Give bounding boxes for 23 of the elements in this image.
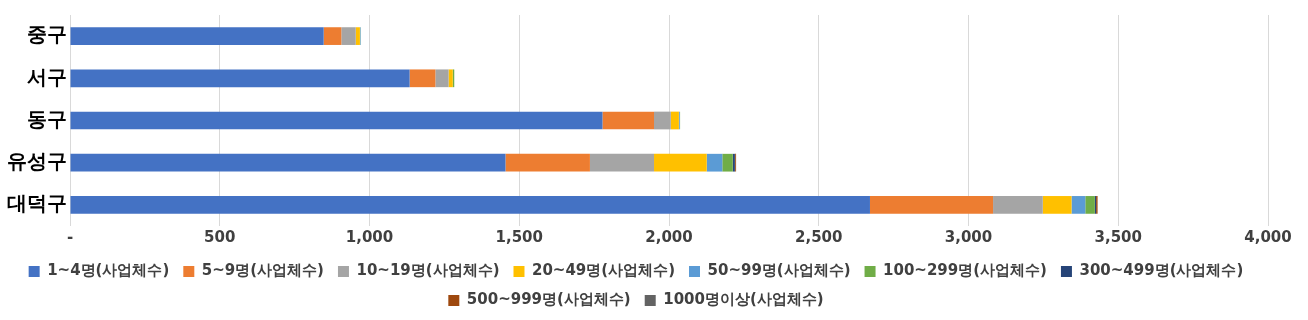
x-tick-label: -	[66, 227, 74, 246]
legend-label: 300~499명(사업체수)	[1079, 261, 1244, 280]
y-tick-label: 대덕구	[7, 191, 67, 216]
legend-label: 10~19명(사업체수)	[356, 261, 500, 280]
legend-label: 100~299명(사업체수)	[883, 261, 1047, 280]
legend-label: 50~99명(사업체수)	[707, 261, 851, 280]
y-tick-label: 중구	[27, 22, 67, 47]
y-tick-label: 유성구	[7, 148, 67, 173]
x-tick-label: 2,000	[645, 227, 693, 246]
x-tick-label: 3,000	[944, 227, 993, 246]
x-tick-label: 1,500	[495, 227, 543, 246]
x-tick-label: 3,500	[1094, 227, 1142, 246]
x-tick-label: 1,000	[345, 227, 394, 246]
legend-label: 20~49명(사업체수)	[531, 261, 676, 280]
y-tick-label: 동구	[27, 106, 67, 131]
legend-label: 1~4명(사업체수)	[47, 261, 170, 280]
legend-label: 5~9명(사업체수)	[201, 261, 324, 280]
x-tick-label: 500	[204, 227, 236, 246]
y-tick-label: 서구	[27, 64, 67, 89]
x-tick-label: 2,500	[795, 227, 843, 246]
legend-label: 1000명이상(사업체수)	[663, 290, 824, 309]
x-tick-label: 4,000	[1244, 227, 1292, 246]
legend-label: 500~999명(사업체수)	[466, 290, 631, 309]
